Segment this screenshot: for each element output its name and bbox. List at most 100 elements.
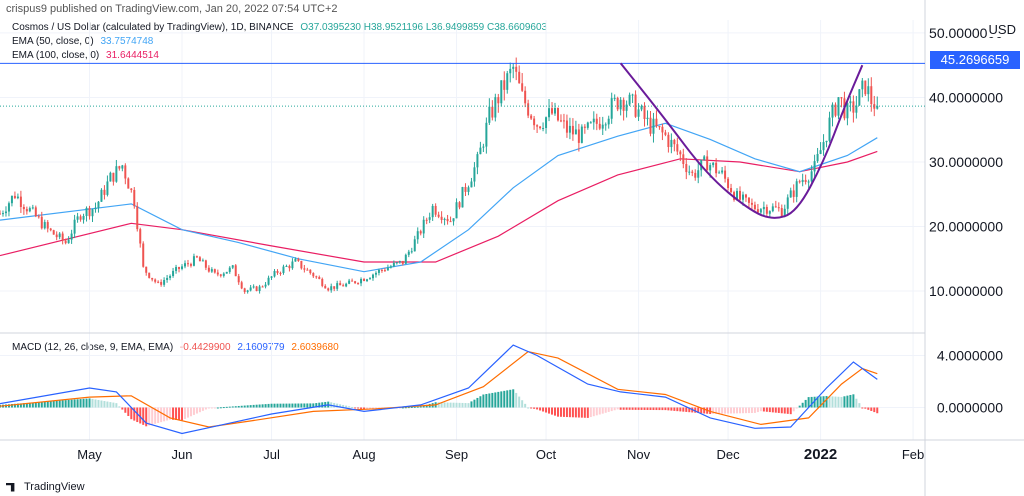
time-tick-label: Jul bbox=[263, 447, 280, 462]
candle-body bbox=[67, 239, 70, 244]
candle-body bbox=[216, 272, 219, 275]
candle-body bbox=[625, 104, 628, 111]
macd-histogram-bar bbox=[207, 407, 210, 409]
macd-histogram-bar bbox=[494, 392, 497, 408]
candle-body bbox=[267, 277, 270, 285]
candle-body bbox=[357, 283, 360, 285]
candle-body bbox=[500, 80, 503, 104]
candle-body bbox=[783, 208, 786, 217]
macd-histogram-bar bbox=[25, 402, 28, 408]
candle-body bbox=[34, 207, 37, 217]
ema50-legend[interactable]: EMA (50, close, 0) 33.7574748 bbox=[12, 36, 153, 47]
candle-body bbox=[246, 290, 249, 292]
macd-histogram-bar bbox=[801, 402, 804, 408]
cup-pattern-curve bbox=[619, 62, 864, 219]
candle-body bbox=[22, 206, 25, 210]
candle-body bbox=[804, 179, 807, 182]
macd-histogram-bar bbox=[565, 407, 568, 418]
macd-histogram-bar bbox=[178, 407, 181, 421]
macd-histogram-bar bbox=[389, 407, 392, 409]
macd-histogram-bar bbox=[813, 396, 816, 408]
candle-body bbox=[595, 118, 598, 124]
candle-body bbox=[401, 260, 404, 264]
macd-histogram-bar bbox=[685, 407, 688, 412]
macd-histogram-bar bbox=[867, 407, 870, 410]
macd-histogram-bar bbox=[777, 407, 780, 413]
candle-body bbox=[771, 206, 774, 212]
macd-histogram-bar bbox=[297, 403, 300, 408]
candle-body bbox=[601, 124, 604, 129]
macd-tick-label: 4.0000000 bbox=[937, 348, 1003, 364]
currency-label[interactable]: USD bbox=[986, 22, 1018, 37]
macd-histogram-bar bbox=[410, 406, 413, 408]
candle-body bbox=[733, 192, 736, 200]
candle-body bbox=[121, 165, 124, 169]
candle-body bbox=[366, 279, 369, 282]
ema100-legend[interactable]: EMA (100, close, 0) 31.6444514 bbox=[12, 50, 159, 61]
macd-histogram-bar bbox=[413, 406, 416, 408]
macd-histogram-bar bbox=[354, 407, 357, 409]
macd-histogram-bar bbox=[291, 403, 294, 408]
candle-body bbox=[43, 222, 46, 229]
macd-histogram-bar bbox=[82, 398, 85, 408]
macd-histogram-bar bbox=[452, 402, 455, 408]
macd-histogram-bar bbox=[571, 407, 574, 418]
price-tick-label: 30.0000000 bbox=[929, 154, 1003, 170]
macd-histogram-bar bbox=[721, 407, 724, 414]
candle-body bbox=[554, 107, 556, 114]
macd-histogram-bar bbox=[792, 407, 795, 412]
macd-signal-line bbox=[0, 350, 878, 428]
candle-body bbox=[706, 156, 709, 171]
macd-histogram-bar bbox=[518, 396, 521, 408]
candle-body bbox=[533, 118, 536, 126]
macd-histogram-bar bbox=[189, 407, 192, 417]
candle-body bbox=[345, 283, 348, 287]
candle-body bbox=[10, 195, 13, 204]
candle-body bbox=[628, 94, 631, 105]
candle-body bbox=[548, 108, 551, 118]
candle-body bbox=[407, 251, 410, 255]
candle-body bbox=[431, 205, 434, 218]
time-tick-label: Aug bbox=[352, 447, 375, 462]
candle-body bbox=[76, 216, 79, 220]
tradingview-logo[interactable]: TradingView bbox=[6, 481, 85, 493]
candle-body bbox=[592, 118, 595, 123]
macd-histogram-bar bbox=[392, 407, 395, 409]
candle-body bbox=[440, 216, 443, 220]
macd-histogram-bar bbox=[697, 407, 700, 413]
macd-histogram-bar bbox=[294, 403, 297, 408]
macd-histogram-bar bbox=[37, 402, 40, 408]
candle-body bbox=[750, 202, 753, 205]
macd-histogram-bar bbox=[548, 407, 551, 414]
macd-histogram-bar bbox=[482, 394, 485, 408]
candle-body bbox=[509, 68, 512, 74]
candle-body bbox=[658, 126, 661, 128]
macd-histogram-bar bbox=[846, 395, 849, 408]
macd-legend[interactable]: MACD (12, 26, close, 9, EMA, EMA) -0.442… bbox=[12, 342, 339, 353]
macd-histogram-bar bbox=[363, 407, 366, 410]
candle-body bbox=[64, 240, 67, 244]
candle-body bbox=[303, 268, 306, 270]
macd-histogram-bar bbox=[243, 405, 246, 408]
macd-histogram-bar bbox=[628, 407, 631, 410]
candle-body bbox=[562, 120, 565, 122]
macd-histogram-bar bbox=[837, 396, 840, 408]
macd-histogram-bar bbox=[551, 407, 554, 415]
candle-body bbox=[834, 104, 837, 116]
candle-body bbox=[410, 251, 413, 253]
candle-body bbox=[294, 258, 297, 262]
macd-tick-label: 0.0000000 bbox=[937, 400, 1003, 416]
symbol-name[interactable]: Cosmos / US Dollar (calculated by Tradin… bbox=[12, 22, 294, 33]
macd-histogram-bar bbox=[404, 407, 407, 409]
candle-body bbox=[768, 211, 771, 214]
macd-histogram-bar bbox=[589, 407, 592, 418]
macd-histogram-bar bbox=[819, 396, 822, 408]
macd-line bbox=[0, 344, 878, 435]
candle-body bbox=[759, 209, 762, 213]
candle-body bbox=[446, 218, 449, 222]
macd-histogram-bar bbox=[172, 407, 175, 420]
macd-histogram-bar bbox=[634, 407, 637, 410]
macd-histogram-bar bbox=[670, 407, 673, 411]
candle-body bbox=[175, 267, 178, 271]
candle-body bbox=[434, 205, 437, 215]
